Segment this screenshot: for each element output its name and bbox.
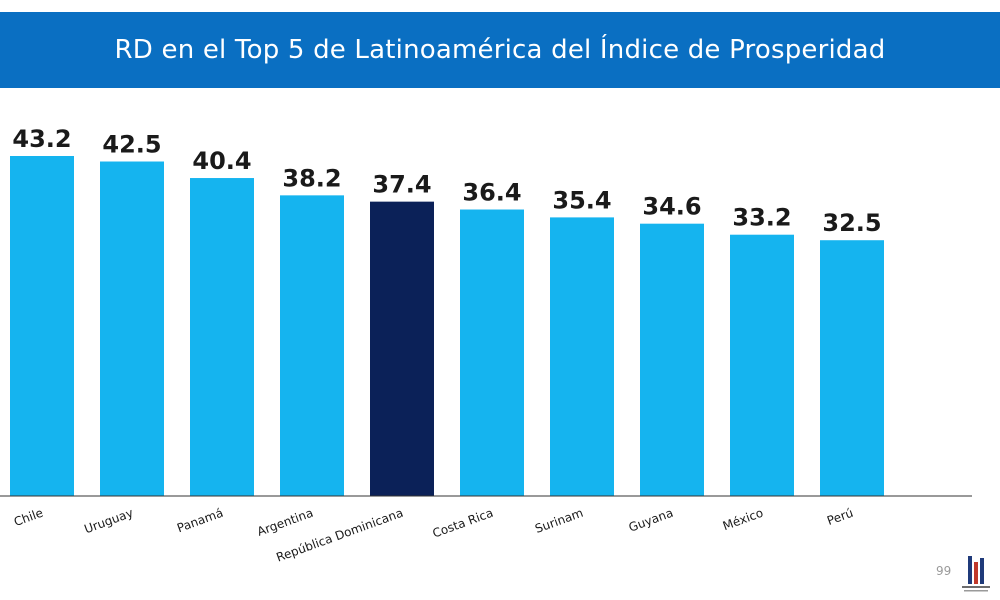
data-label-costa-rica: 36.4 — [462, 179, 521, 207]
category-label-argentina: Argentina — [255, 506, 315, 539]
data-label-argentina: 38.2 — [282, 164, 341, 192]
category-label-peru: Perú — [825, 506, 855, 528]
data-label-mexico: 33.2 — [732, 204, 791, 232]
bar-mexico — [730, 234, 794, 496]
bar-uruguay — [100, 161, 164, 496]
data-label-peru: 32.5 — [822, 209, 881, 237]
category-label-guyana: Guyana — [627, 506, 675, 535]
company-logo — [962, 556, 990, 592]
category-label-panama: Panamá — [175, 506, 225, 536]
data-label-guyana: 34.6 — [642, 193, 701, 221]
bar-surinam — [550, 217, 614, 496]
data-label-panama: 40.4 — [192, 147, 251, 175]
data-label-surinam: 35.4 — [552, 186, 611, 214]
bar-peru — [820, 240, 884, 496]
bar-chile — [10, 156, 74, 496]
bar-panama — [190, 178, 254, 496]
chart-title: RD en el Top 5 de Latinoamérica del Índi… — [114, 35, 886, 65]
data-label-chile: 43.2 — [12, 125, 71, 153]
bar-republica-dominicana — [370, 201, 434, 497]
category-label-chile: Chile — [12, 506, 45, 529]
data-label-uruguay: 42.5 — [102, 131, 161, 159]
category-label-mexico: México — [721, 506, 765, 533]
category-label-uruguay: Uruguay — [82, 506, 135, 537]
category-label-costa-rica: Costa Rica — [431, 506, 495, 541]
bars-group: 43.2 42.5 40.4 38.2 37.4 36.4 35.4 34.6 33.2 32.5 — [10, 125, 884, 497]
bar-costa-rica — [460, 209, 524, 496]
title-bar: RD en el Top 5 de Latinoamérica del Índi… — [0, 12, 1000, 88]
bar-argentina — [280, 195, 344, 496]
page-number: 99 — [936, 564, 952, 578]
data-label-republica-dominicana: 37.4 — [372, 171, 431, 199]
category-label-surinam: Surinam — [533, 506, 585, 536]
bar-guyana — [640, 223, 704, 496]
